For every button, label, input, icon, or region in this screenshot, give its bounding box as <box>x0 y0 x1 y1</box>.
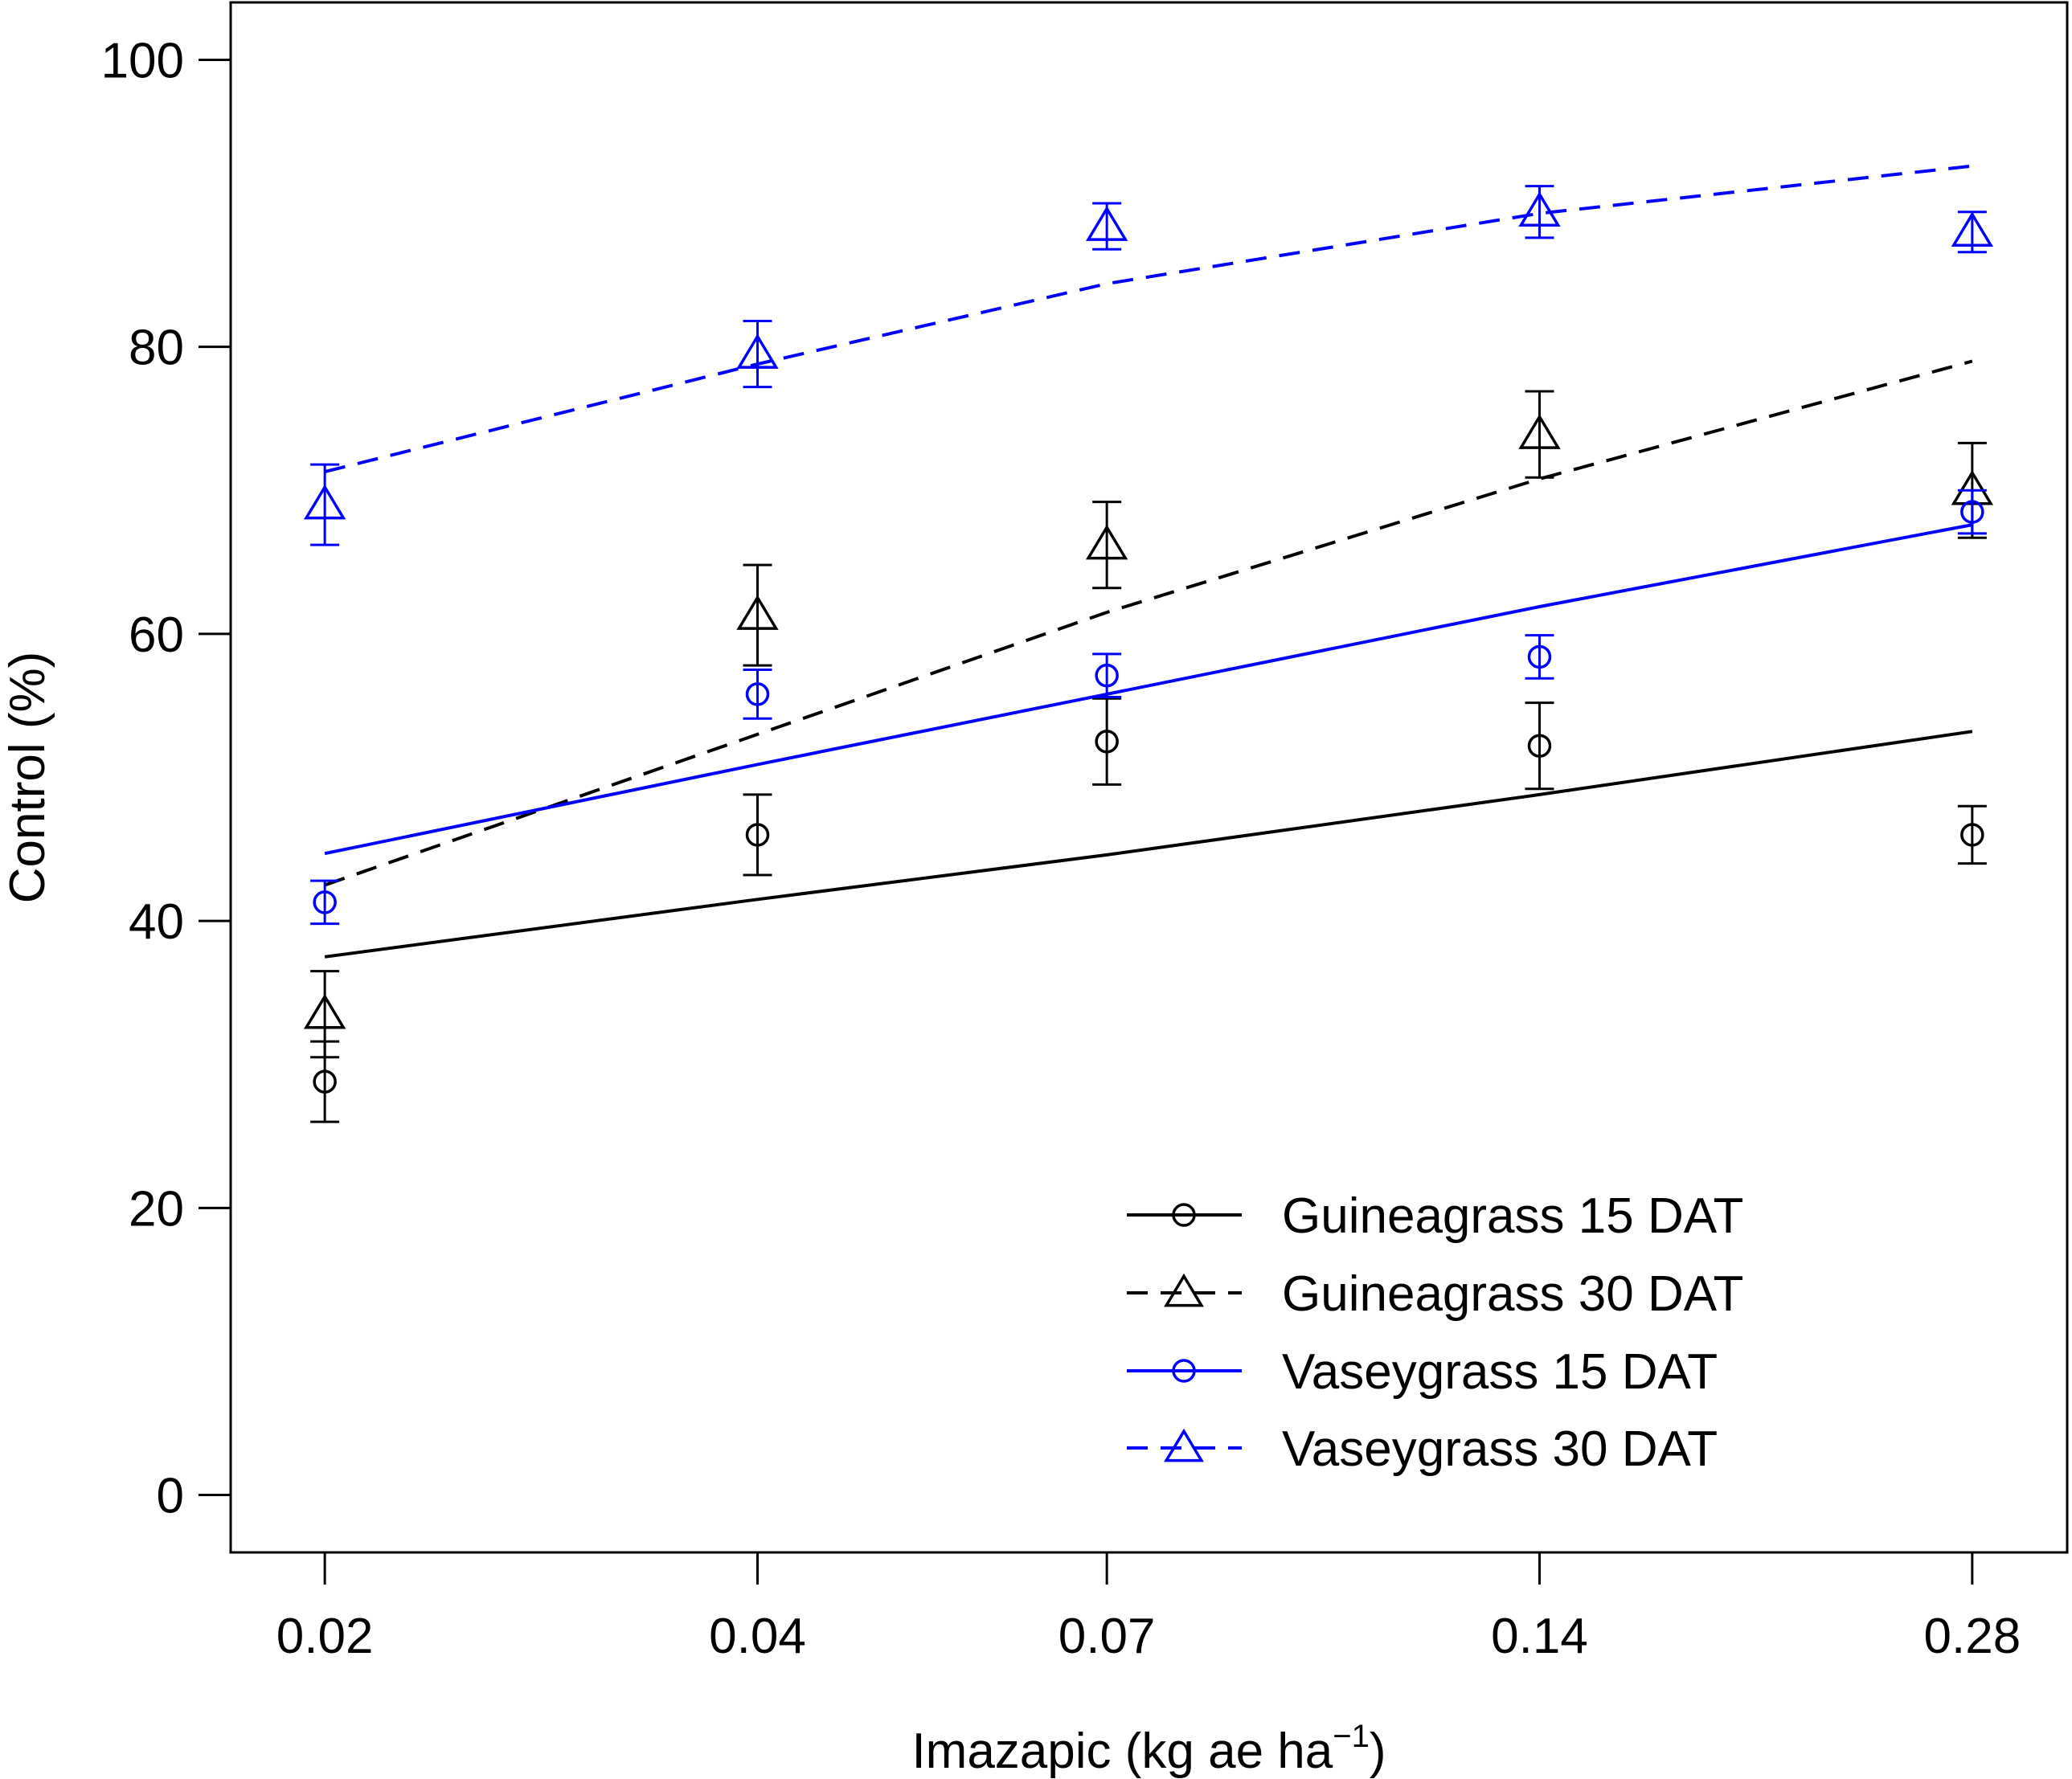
legend-marker <box>1164 1273 1204 1307</box>
x-tick-label: 0.28 <box>1924 1609 2021 1664</box>
data-points <box>303 185 1994 1123</box>
point-guineagrass-30-dat <box>303 993 346 1029</box>
y-tick-label: 40 <box>129 894 184 950</box>
point-guineagrass-15-dat <box>1095 730 1119 754</box>
y-tick-label: 20 <box>129 1181 184 1237</box>
point-guineagrass-15-dat <box>313 1069 337 1094</box>
fit-line-guineagrass-30-dat <box>324 359 1973 887</box>
x-tick-label: 0.02 <box>276 1609 374 1664</box>
x-axis-label-main: Imazapic (kg ae ha <box>911 1724 1333 1779</box>
plot-frame <box>229 1 2069 1554</box>
point-vaseygrass-30-dat <box>303 484 346 520</box>
point-guineagrass-30-dat <box>736 595 779 630</box>
legend-label: Vaseygrass 30 DAT <box>1282 1421 1718 1477</box>
y-tick-label: 100 <box>101 33 184 88</box>
point-vaseygrass-15-dat <box>745 682 770 706</box>
fit-line-vaseygrass-30-dat <box>324 164 1973 474</box>
y-axis-label: Control (%) <box>0 652 55 904</box>
point-guineagrass-30-dat <box>1085 524 1128 560</box>
x-tick-label: 0.07 <box>1059 1609 1156 1664</box>
legend-label: Vaseygrass 15 DAT <box>1282 1344 1718 1400</box>
point-vaseygrass-15-dat <box>313 890 337 914</box>
x-tick-label: 0.04 <box>709 1609 806 1664</box>
legend-marker <box>1164 1428 1204 1462</box>
legend-marker <box>1172 1359 1196 1383</box>
point-vaseygrass-30-dat <box>1085 206 1128 241</box>
x-axis-label-suffix: ) <box>1370 1724 1386 1779</box>
x-tick-label: 0.14 <box>1491 1609 1588 1664</box>
legend: Guineagrass 15 DAT Guineagrass 30 DAT Vase… <box>1127 1188 1743 1477</box>
legend-marker <box>1172 1203 1196 1227</box>
x-axis-label: Imazapic (kg ae ha−1) <box>911 1719 1386 1779</box>
y-tick-label: 80 <box>129 321 184 376</box>
y-tick-label: 0 <box>157 1469 184 1524</box>
x-axis-label-superscript: −1 <box>1333 1719 1370 1754</box>
point-guineagrass-15-dat <box>1527 734 1552 758</box>
legend-label: Guineagrass 30 DAT <box>1282 1266 1743 1322</box>
axes: 0 20 40 60 80 100 0.02 0.04 0.07 0.14 0.28 <box>101 33 2021 1664</box>
point-vaseygrass-15-dat <box>1527 644 1552 669</box>
point-guineagrass-30-dat <box>1518 414 1561 449</box>
point-vaseygrass-30-dat <box>736 333 779 369</box>
point-vaseygrass-30-dat <box>1518 191 1561 227</box>
y-tick-label: 60 <box>129 607 184 663</box>
point-guineagrass-15-dat <box>1960 823 1984 847</box>
legend-label: Guineagrass 15 DAT <box>1282 1188 1743 1244</box>
point-vaseygrass-15-dat <box>1095 663 1119 688</box>
point-vaseygrass-15-dat <box>1960 500 1984 524</box>
point-vaseygrass-30-dat <box>1951 211 1994 247</box>
point-guineagrass-15-dat <box>745 823 770 847</box>
fit-line-guineagrass-15-dat <box>324 730 1973 959</box>
